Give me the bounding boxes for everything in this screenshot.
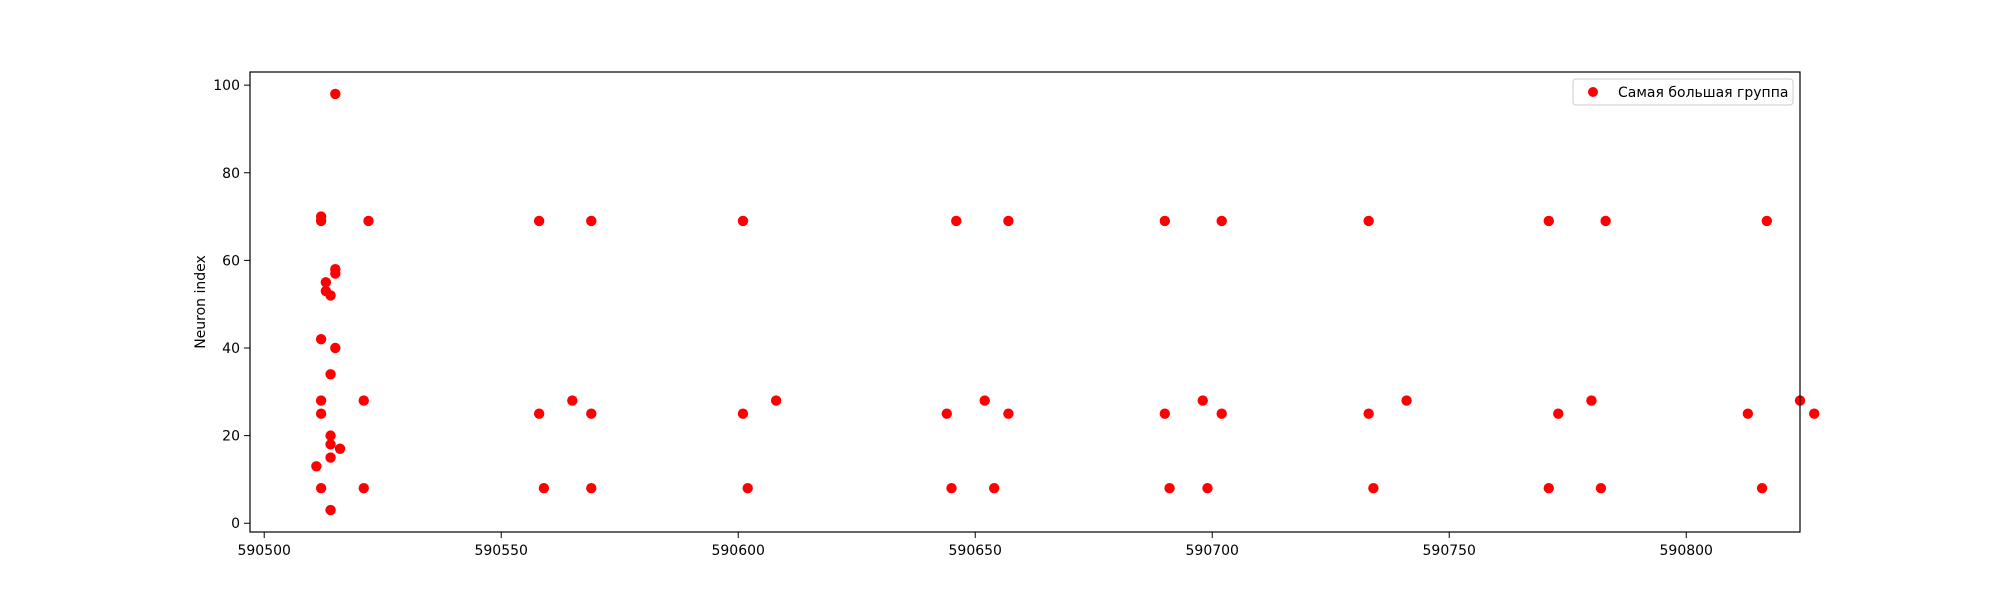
y-tick-label: 100 (213, 78, 240, 94)
data-point (1368, 482, 1379, 494)
data-point (1401, 395, 1412, 406)
ticks-layer: 590500 590550 590600 590650 590700 590750 5908… (213, 78, 1713, 559)
data-point (538, 482, 550, 494)
data-point (1164, 482, 1175, 494)
data-point (979, 395, 990, 406)
legend-marker (1588, 87, 1598, 97)
data-point (311, 461, 322, 472)
data-point (946, 482, 957, 494)
plot-frame (249, 71, 1801, 533)
data-point (742, 482, 753, 494)
data-point (1586, 395, 1597, 406)
data-point (1197, 395, 1208, 406)
y-axis-label: Neuron index (193, 255, 209, 349)
x-tick-label: 590700 (1186, 543, 1239, 559)
legend-label: Самая большая группа (1618, 85, 1788, 101)
data-point (1216, 215, 1227, 227)
data-point (325, 369, 336, 380)
data-point (988, 482, 1000, 494)
data-point (1600, 215, 1611, 227)
data-point (951, 215, 962, 227)
y-tick-label: 60 (222, 253, 240, 269)
data-point (1003, 215, 1014, 227)
data-point (315, 408, 327, 419)
data-point (358, 482, 369, 494)
data-point (330, 268, 341, 279)
y-tick-label: 40 (222, 341, 240, 357)
data-point (1742, 408, 1754, 419)
data-point (330, 88, 341, 100)
data-point (1761, 215, 1773, 227)
legend: Самая большая группа (1572, 78, 1794, 106)
y-tick-label: 20 (222, 429, 240, 445)
data-point (1159, 215, 1171, 227)
x-tick-label: 590600 (711, 543, 764, 559)
data-point (1159, 408, 1171, 419)
data-point (533, 408, 545, 419)
y-tick-label: 0 (231, 516, 240, 532)
data-point (1543, 482, 1554, 494)
x-tick-label: 590650 (949, 543, 1002, 559)
x-tick-label: 590800 (1660, 543, 1713, 559)
data-point (363, 215, 374, 227)
data-point (325, 290, 336, 301)
data-point (1003, 408, 1014, 419)
data-point (325, 430, 336, 441)
x-tick-label: 590500 (237, 543, 290, 559)
data-point (315, 334, 327, 345)
data-point (1756, 482, 1768, 494)
data-point (770, 395, 782, 406)
data-point (567, 395, 578, 406)
data-point (315, 482, 327, 494)
data-point (737, 408, 749, 419)
data-point (586, 215, 597, 227)
data-point (941, 408, 952, 419)
data-point (1363, 408, 1374, 419)
data-point (325, 452, 336, 463)
data-point (1553, 408, 1564, 419)
data-point (1543, 215, 1554, 227)
data-point (358, 395, 369, 406)
data-point (586, 482, 597, 494)
data-point (1595, 482, 1607, 494)
data-point (1202, 482, 1213, 494)
y-tick-label: 80 (222, 166, 240, 182)
data-point (315, 395, 327, 406)
data-point (1216, 408, 1227, 419)
x-tick-label: 590550 (474, 543, 527, 559)
data-point (1809, 408, 1820, 419)
data-point (315, 215, 327, 227)
data-point (737, 215, 749, 227)
data-point (325, 504, 336, 516)
data-point (325, 439, 336, 450)
data-point (586, 408, 597, 419)
legend-frame (1572, 78, 1794, 106)
data-point (1363, 215, 1374, 227)
x-tick-label: 590750 (1423, 543, 1476, 559)
data-point (533, 215, 545, 227)
data-point (334, 443, 346, 454)
data-point (330, 342, 341, 354)
points-layer (311, 88, 1820, 516)
data-point (320, 277, 332, 288)
